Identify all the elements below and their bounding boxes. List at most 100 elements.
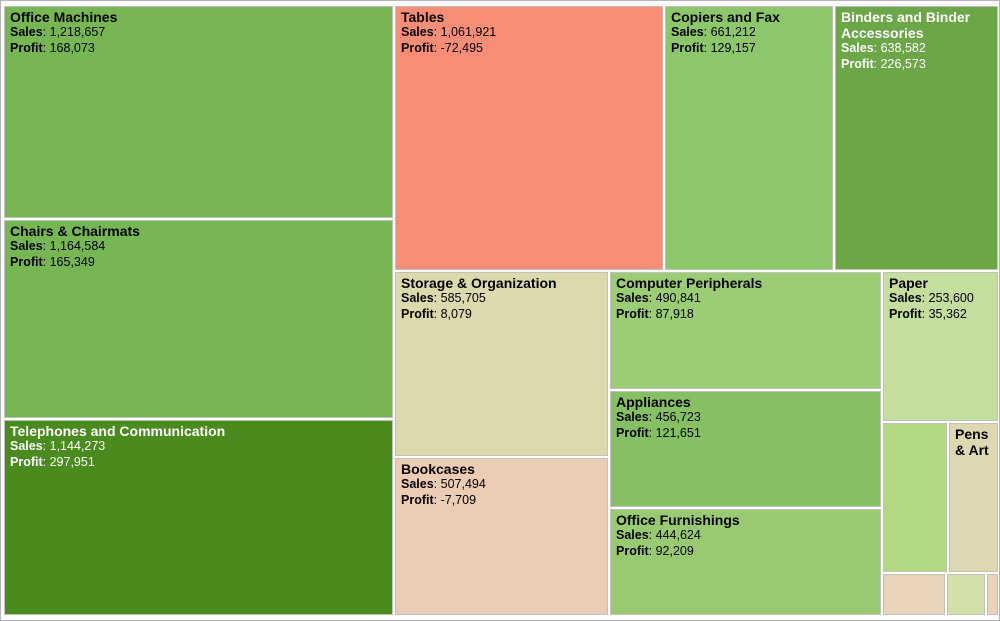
tile-label: Copiers and Fax	[671, 9, 780, 25]
tile-profit-label: Profit	[889, 306, 922, 321]
tile-profit: Profit: 226,573	[841, 57, 993, 73]
tile-sales-value: : 1,164,584	[42, 239, 106, 253]
tile-profit-label: Profit	[401, 306, 434, 321]
treemap-tile-chairs-chairmats[interactable]: Chairs & Chairmats Sales: 1,164,584 Profit…	[4, 220, 393, 418]
tile-profit-label: Profit	[671, 40, 704, 55]
tile-profit-label: Profit	[10, 40, 43, 55]
tile-sales: Sales: 638,582	[841, 41, 993, 57]
tile-sales-label: Sales	[616, 410, 649, 424]
tile-profit: Profit: 92,209	[616, 544, 876, 560]
tile-profit-label: Profit	[616, 425, 649, 440]
tile-profit-value: : -72,495	[433, 40, 483, 55]
treemap-tile-office-furnishings[interactable]: Office Furnishings Sales: 444,624 Profit: …	[610, 509, 881, 615]
tile-sales: Sales: 444,624	[616, 528, 876, 544]
tile-sales-value: : 638,582	[873, 41, 926, 55]
tile-sales-value: : 1,144,273	[42, 439, 106, 453]
tile-sales: Sales: 253,600	[889, 291, 993, 307]
tile-profit-label: Profit	[10, 454, 43, 469]
tile-profit-value: : -7,709	[433, 492, 477, 507]
treemap-tile-appliances[interactable]: Appliances Sales: 456,723 Profit: 121,651	[610, 391, 881, 507]
tile-profit: Profit: 121,651	[616, 426, 876, 442]
tile-sales-value: : 456,723	[648, 410, 701, 424]
tile-profit: Profit: 165,349	[10, 255, 388, 271]
tile-profit-label: Profit	[401, 40, 434, 55]
treemap-tile-unlabeled-17[interactable]	[987, 574, 998, 615]
tile-sales-label: Sales	[10, 25, 43, 39]
tile-sales-label: Sales	[401, 25, 434, 39]
tile-label: Office Furnishings	[616, 512, 740, 528]
tile-sales-value: : 253,600	[921, 291, 974, 305]
tile-sales-value: : 661,212	[703, 25, 756, 39]
tile-sales: Sales: 456,723	[616, 410, 876, 426]
tile-label: Storage & Organization	[401, 275, 557, 291]
tile-sales: Sales: 661,212	[671, 25, 828, 41]
tile-profit-label: Profit	[401, 492, 434, 507]
tile-profit: Profit: 35,362	[889, 307, 993, 323]
treemap-tile-paper[interactable]: Paper Sales: 253,600 Profit: 35,362	[883, 272, 998, 421]
tile-label: Appliances	[616, 394, 691, 410]
treemap-tile-tables[interactable]: Tables Sales: 1,061,921 Profit: -72,495	[395, 6, 663, 270]
tile-label: Computer Peripherals	[616, 275, 763, 291]
tile-sales-label: Sales	[841, 41, 874, 55]
tile-profit-value: : 168,073	[42, 40, 95, 55]
treemap-tile-pens-art[interactable]: Pens & Art	[949, 423, 998, 572]
treemap-tile-computer-peripherals[interactable]: Computer Peripherals Sales: 490,841 Profit…	[610, 272, 881, 389]
treemap-tile-copiers-and-fax[interactable]: Copiers and Fax Sales: 661,212 Profit: 129…	[665, 6, 833, 270]
tile-profit-label: Profit	[841, 56, 874, 71]
tile-sales-value: : 507,494	[433, 477, 486, 491]
tile-profit-value: : 129,157	[703, 40, 756, 55]
treemap-tile-office-machines[interactable]: Office Machines Sales: 1,218,657 Profit: 1…	[4, 6, 393, 218]
tile-sales-label: Sales	[10, 439, 43, 453]
tile-label: Paper	[889, 275, 928, 291]
tile-profit: Profit: -72,495	[401, 41, 658, 57]
tile-sales: Sales: 1,218,657	[10, 25, 388, 41]
tile-profit: Profit: 129,157	[671, 41, 828, 57]
tile-sales-label: Sales	[671, 25, 704, 39]
tile-label: Office Machines	[10, 9, 118, 25]
tile-sales-value: : 444,624	[648, 528, 701, 542]
tile-sales: Sales: 1,144,273	[10, 439, 388, 455]
tile-label: Bookcases	[401, 461, 475, 477]
tile-profit: Profit: 8,079	[401, 307, 603, 323]
tile-profit: Profit: -7,709	[401, 493, 603, 509]
tile-profit: Profit: 297,951	[10, 455, 388, 471]
tile-profit-value: : 8,079	[433, 306, 472, 321]
tile-label: Chairs & Chairmats	[10, 223, 140, 239]
treemap-tile-storage-organization[interactable]: Storage & Organization Sales: 585,705 Prof…	[395, 272, 608, 456]
tile-label: Pens & Art	[955, 426, 989, 458]
tile-sales: Sales: 490,841	[616, 291, 876, 307]
treemap-tile-binders-and-binder-accessories[interactable]: Binders and Binder Accessories Sales: 638…	[835, 6, 998, 270]
tile-profit-value: : 165,349	[42, 254, 95, 269]
tile-profit-label: Profit	[616, 306, 649, 321]
tile-profit-value: : 92,209	[648, 543, 694, 558]
tile-sales: Sales: 507,494	[401, 477, 603, 493]
tile-sales-label: Sales	[401, 477, 434, 491]
treemap-tile-telephones-and-communication[interactable]: Telephones and Communication Sales: 1,144…	[4, 420, 393, 615]
tile-profit-label: Profit	[616, 543, 649, 558]
tile-sales-value: : 585,705	[433, 291, 486, 305]
tile-sales: Sales: 585,705	[401, 291, 603, 307]
tile-sales: Sales: 1,061,921	[401, 25, 658, 41]
tile-profit-value: : 35,362	[921, 306, 967, 321]
tile-sales-label: Sales	[616, 291, 649, 305]
tile-sales-label: Sales	[889, 291, 922, 305]
tile-sales-value: : 490,841	[648, 291, 701, 305]
tile-profit-label: Profit	[10, 254, 43, 269]
tile-label: Binders and Binder Accessories	[841, 9, 971, 41]
tile-label: Tables	[401, 9, 445, 25]
tile-sales-label: Sales	[616, 528, 649, 542]
treemap-tile-unlabeled-16[interactable]	[947, 574, 985, 615]
tile-profit-value: : 226,573	[873, 56, 926, 71]
treemap-tile-bookcases[interactable]: Bookcases Sales: 507,494 Profit: -7,709	[395, 458, 608, 615]
tile-sales-label: Sales	[10, 239, 43, 253]
tile-sales-label: Sales	[401, 291, 434, 305]
tile-profit-value: : 87,918	[648, 306, 694, 321]
tile-profit-value: : 121,651	[648, 425, 701, 440]
treemap-tile-unlabeled-13[interactable]	[883, 423, 947, 572]
tile-profit: Profit: 168,073	[10, 41, 388, 57]
tile-sales-value: : 1,218,657	[42, 25, 106, 39]
tile-sales: Sales: 1,164,584	[10, 239, 388, 255]
treemap-tile-unlabeled-15[interactable]	[883, 574, 945, 615]
